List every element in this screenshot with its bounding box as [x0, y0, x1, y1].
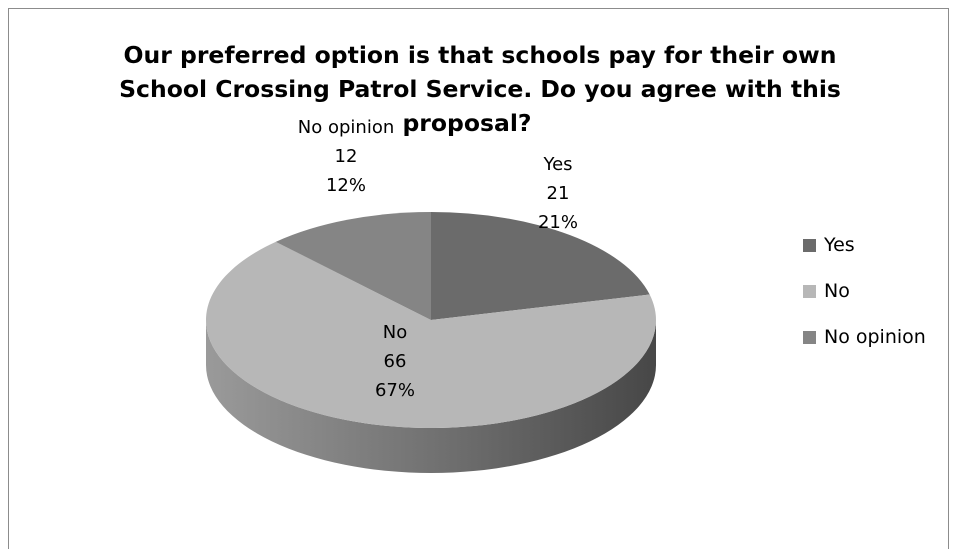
data-label-no-opinion-value: 12: [334, 146, 358, 167]
data-label-no-opinion: No opinion 12 12%: [276, 113, 416, 200]
slice-no-opinion: [275, 212, 431, 320]
legend-label-yes: Yes: [824, 234, 855, 256]
slice-no: [206, 241, 656, 428]
legend-item-no-opinion: No opinion: [803, 314, 926, 360]
data-label-yes-percent: 21%: [537, 212, 578, 233]
data-label-no-opinion-name: No opinion: [297, 117, 395, 138]
chart-title: Our preferred option is that schools pay…: [0, 38, 960, 140]
data-label-no-name: No: [382, 322, 408, 343]
chart-title-line-3: proposal?: [402, 109, 532, 137]
data-label-no-percent: 67%: [374, 380, 415, 401]
slice-yes: [431, 212, 650, 320]
pie-side-wall: [206, 320, 656, 473]
legend-swatch-no-opinion: [803, 330, 816, 344]
chart-title-line-1: Our preferred option is that schools pay…: [123, 41, 837, 69]
data-label-yes-name: Yes: [543, 154, 573, 175]
data-label-no: No 66 67%: [355, 318, 435, 405]
legend-swatch-yes: [803, 238, 816, 252]
chart-title-line-2: School Crossing Patrol Service. Do you a…: [119, 75, 841, 103]
legend-item-no: No: [803, 268, 926, 314]
chart-legend: Yes No No opinion: [803, 222, 926, 360]
data-label-yes-value: 21: [546, 183, 570, 204]
data-label-yes: Yes 21 21%: [518, 150, 598, 237]
legend-swatch-no: [803, 284, 816, 298]
legend-item-yes: Yes: [803, 222, 926, 268]
data-label-no-opinion-percent: 12%: [325, 175, 366, 196]
data-label-no-value: 66: [383, 351, 407, 372]
legend-label-no: No: [824, 280, 850, 302]
legend-label-no-opinion: No opinion: [824, 326, 926, 348]
